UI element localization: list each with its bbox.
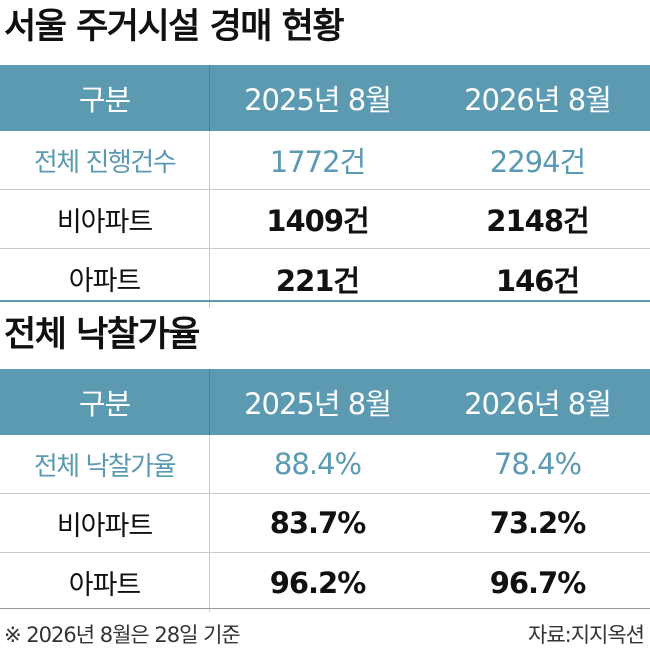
table-row-total-count: 전체 진행건수 1772건 2294건 [0, 131, 650, 190]
header-2026-aug: 2026년 8월 [464, 83, 612, 117]
table-header-row: 구분 2025년 8월 2026년 8월 [0, 369, 650, 435]
value-2025: 1772건 [269, 145, 366, 179]
header-2025-aug: 2025년 8월 [244, 387, 392, 421]
value-2026: 73.2% [489, 506, 587, 540]
value-2025: 96.2% [269, 565, 367, 600]
bid-rate-title: 전체 낙찰가율 [4, 315, 200, 355]
table-row-apartment-count: 아파트 221건 146건 [0, 249, 650, 308]
auction-count-table: 구분 2025년 8월 2026년 8월 전체 진행건수 1772건 2294건… [0, 65, 650, 308]
header-2025-aug: 2025년 8월 [244, 83, 392, 117]
bid-rate-table: 구분 2025년 8월 2026년 8월 전체 낙찰가율 88.4% 78.4%… [0, 369, 650, 612]
row-label: 전체 낙찰가율 [0, 435, 210, 493]
auction-status-title: 서울 주거시설 경매 현황 [4, 7, 345, 47]
row-label: 전체 진행건수 [0, 131, 210, 189]
table-header-row: 구분 2025년 8월 2026년 8월 [0, 65, 650, 131]
header-2026-aug: 2026년 8월 [464, 387, 612, 421]
header-category: 구분 [0, 369, 210, 435]
value-2026: 96.7% [489, 565, 587, 600]
value-2026: 78.4% [493, 447, 582, 481]
header-category: 구분 [0, 65, 210, 131]
value-2025: 88.4% [273, 447, 362, 481]
source-credit: 자료:지지옥션 [528, 623, 645, 647]
value-2025: 83.7% [269, 506, 367, 540]
footnote: ※ 2026년 8월은 28일 기준 [4, 623, 241, 647]
row-label: 아파트 [0, 553, 210, 612]
table-row-apartment-rate: 아파트 96.2% 96.7% [0, 553, 650, 612]
row-label: 비아파트 [0, 494, 210, 552]
value-2026: 2148건 [486, 204, 589, 238]
value-2025: 1409건 [266, 204, 369, 238]
table-row-non-apartment-rate: 비아파트 83.7% 73.2% [0, 494, 650, 553]
section-divider [0, 300, 650, 302]
footer: ※ 2026년 8월은 28일 기준 자료:지지옥션 [0, 608, 650, 652]
table-row-total-rate: 전체 낙찰가율 88.4% 78.4% [0, 435, 650, 494]
table-row-non-apartment-count: 비아파트 1409건 2148건 [0, 190, 650, 249]
row-label: 아파트 [0, 249, 210, 308]
value-2026: 2294건 [489, 145, 586, 179]
value-2025: 221건 [275, 263, 360, 298]
value-2026: 146건 [495, 263, 580, 298]
row-label: 비아파트 [0, 190, 210, 248]
